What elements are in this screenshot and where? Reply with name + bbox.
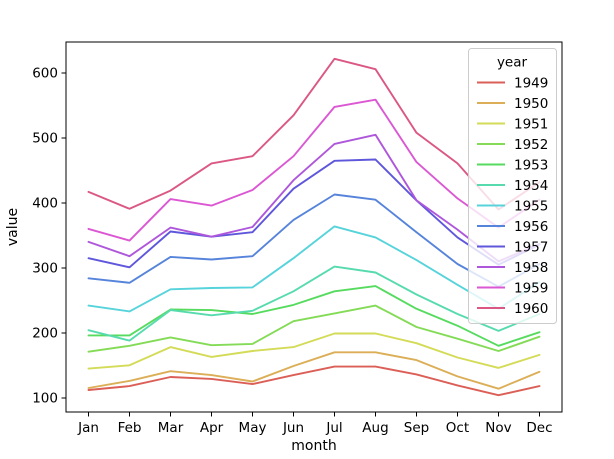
legend-label-1956: 1956 — [514, 219, 548, 235]
x-tick-label: Oct — [446, 420, 469, 436]
chart-plot-area: Jan Feb Mar Apr May Jun Jul Aug Sep Oct Nov Dec 100 2… — [32, 41, 563, 436]
legend-label-1953: 1953 — [514, 157, 548, 173]
series-line-1952 — [87, 304, 541, 353]
x-tick-label: May — [239, 420, 267, 436]
legend-label-1949: 1949 — [514, 75, 548, 91]
y-tick-label: 600 — [32, 66, 58, 82]
series-line-1951 — [87, 332, 541, 370]
y-tick-label: 500 — [32, 131, 58, 147]
y-tick-label: 400 — [32, 195, 58, 211]
x-tick-label: Sep — [404, 420, 429, 436]
legend-label-1957: 1957 — [514, 239, 548, 255]
legend-label-1951: 1951 — [514, 116, 548, 132]
legend-title: year — [497, 55, 528, 71]
legend-label-1950: 1950 — [514, 96, 548, 112]
x-tick-label: Dec — [526, 420, 552, 436]
series-line-1954 — [87, 265, 541, 342]
x-tick-label: Aug — [362, 420, 388, 436]
x-tick-label: Nov — [485, 420, 511, 436]
legend-label-1952: 1952 — [514, 137, 548, 153]
series-line-1955 — [87, 225, 541, 313]
y-axis-label: value — [5, 208, 21, 246]
y-tick-label: 200 — [32, 325, 58, 341]
series-line-1957 — [87, 158, 541, 269]
series-line-1953 — [87, 285, 541, 347]
series-line-1959 — [87, 98, 541, 242]
legend-label-1959: 1959 — [514, 280, 548, 296]
legend-box — [468, 48, 557, 324]
legend-label-1955: 1955 — [514, 198, 548, 214]
series-line-1949 — [87, 365, 541, 397]
x-tick-label: Jan — [77, 420, 99, 436]
series-line-1950 — [87, 351, 541, 390]
x-tick-label: Apr — [200, 420, 224, 436]
x-tick-label: Feb — [118, 420, 142, 436]
y-tick-label: 100 — [32, 390, 58, 406]
plot-frame — [65, 41, 563, 413]
series-line-1960 — [87, 57, 541, 211]
series-line-1958 — [87, 133, 541, 263]
legend-label-1954: 1954 — [514, 178, 548, 194]
series-line-1956 — [87, 193, 541, 288]
x-tick-label: Mar — [158, 420, 184, 436]
legend-label-1960: 1960 — [514, 301, 548, 317]
x-tick-label: Jul — [325, 420, 342, 436]
legend-label-1958: 1958 — [514, 260, 548, 276]
y-tick-label: 300 — [32, 260, 58, 276]
x-tick-label: Jun — [282, 420, 304, 436]
x-axis-label: month — [291, 438, 336, 454]
